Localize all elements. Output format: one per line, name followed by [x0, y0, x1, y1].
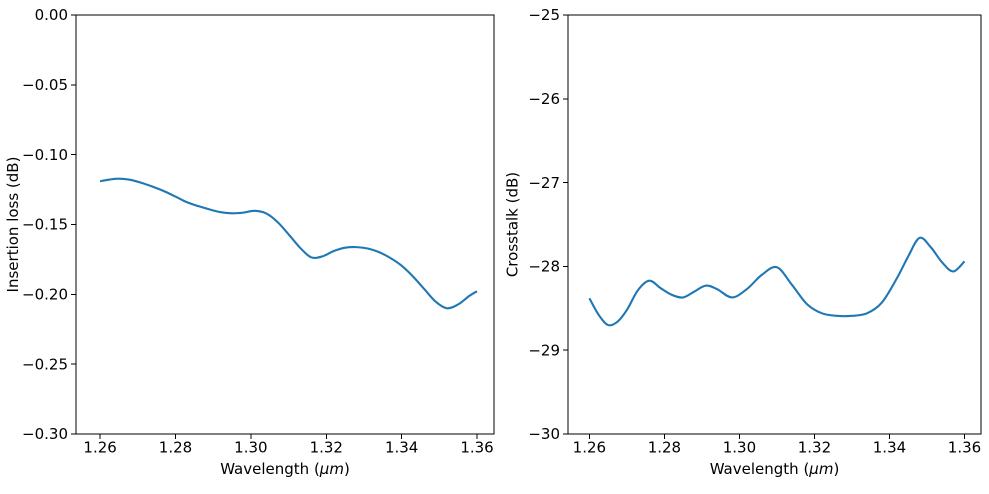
x-tick-label: 1.30	[234, 439, 267, 457]
y-tick-label: −30	[528, 425, 560, 443]
y-tick-label: −28	[528, 258, 560, 276]
x-tick-label: 1.32	[798, 439, 831, 457]
axes-spines	[75, 14, 495, 435]
y-tick-label: −0.25	[22, 355, 68, 373]
y-tick-label: 0.00	[35, 6, 68, 24]
axes-background	[76, 15, 494, 434]
x-axis-label: Wavelength (μm)	[710, 460, 840, 478]
x-tick-label: 1.26	[83, 439, 116, 457]
crosstalk-curve	[588, 236, 966, 327]
y-tick-label: −29	[528, 341, 560, 359]
y-tick-label: −25	[528, 6, 560, 24]
x-tick-label: 1.36	[948, 439, 981, 457]
x-tick-label: 1.34	[873, 439, 906, 457]
y-axis-label: Insertion loss (dB)	[4, 157, 22, 293]
x-tick-label: 1.30	[723, 439, 756, 457]
y-tick-label: −26	[528, 90, 560, 108]
y-axis-label: Crosstalk (dB)	[504, 172, 522, 277]
y-tick-label: −0.05	[22, 76, 68, 94]
crosstalk-subplot: 1.26 1.28 1.30 1.32 1.34 1.36 −25 −26 −27 −28 −29 −…	[504, 6, 982, 478]
insertion-loss-curve	[99, 177, 478, 310]
x-tick-label: 1.32	[310, 439, 343, 457]
x-tick-label: 1.28	[159, 439, 192, 457]
axes-background	[568, 15, 981, 434]
y-tick-label: −0.20	[22, 286, 68, 304]
x-axis-label: Wavelength (μm)	[220, 460, 350, 478]
y-tick-label: −0.15	[22, 216, 68, 234]
x-tick-label: 1.36	[460, 439, 493, 457]
x-tick-label: 1.34	[385, 439, 418, 457]
x-tick-label: 1.28	[648, 439, 681, 457]
y-tick-label: −0.30	[22, 425, 68, 443]
insertion-loss-subplot: 1.26 1.28 1.30 1.32 1.34 1.36 0.00 −0.05 −0.10 −0…	[4, 6, 495, 478]
y-tick-label: −27	[528, 174, 560, 192]
y-tick-label: −0.10	[22, 146, 68, 164]
x-tick-label: 1.26	[573, 439, 606, 457]
axes-spines	[567, 14, 982, 435]
